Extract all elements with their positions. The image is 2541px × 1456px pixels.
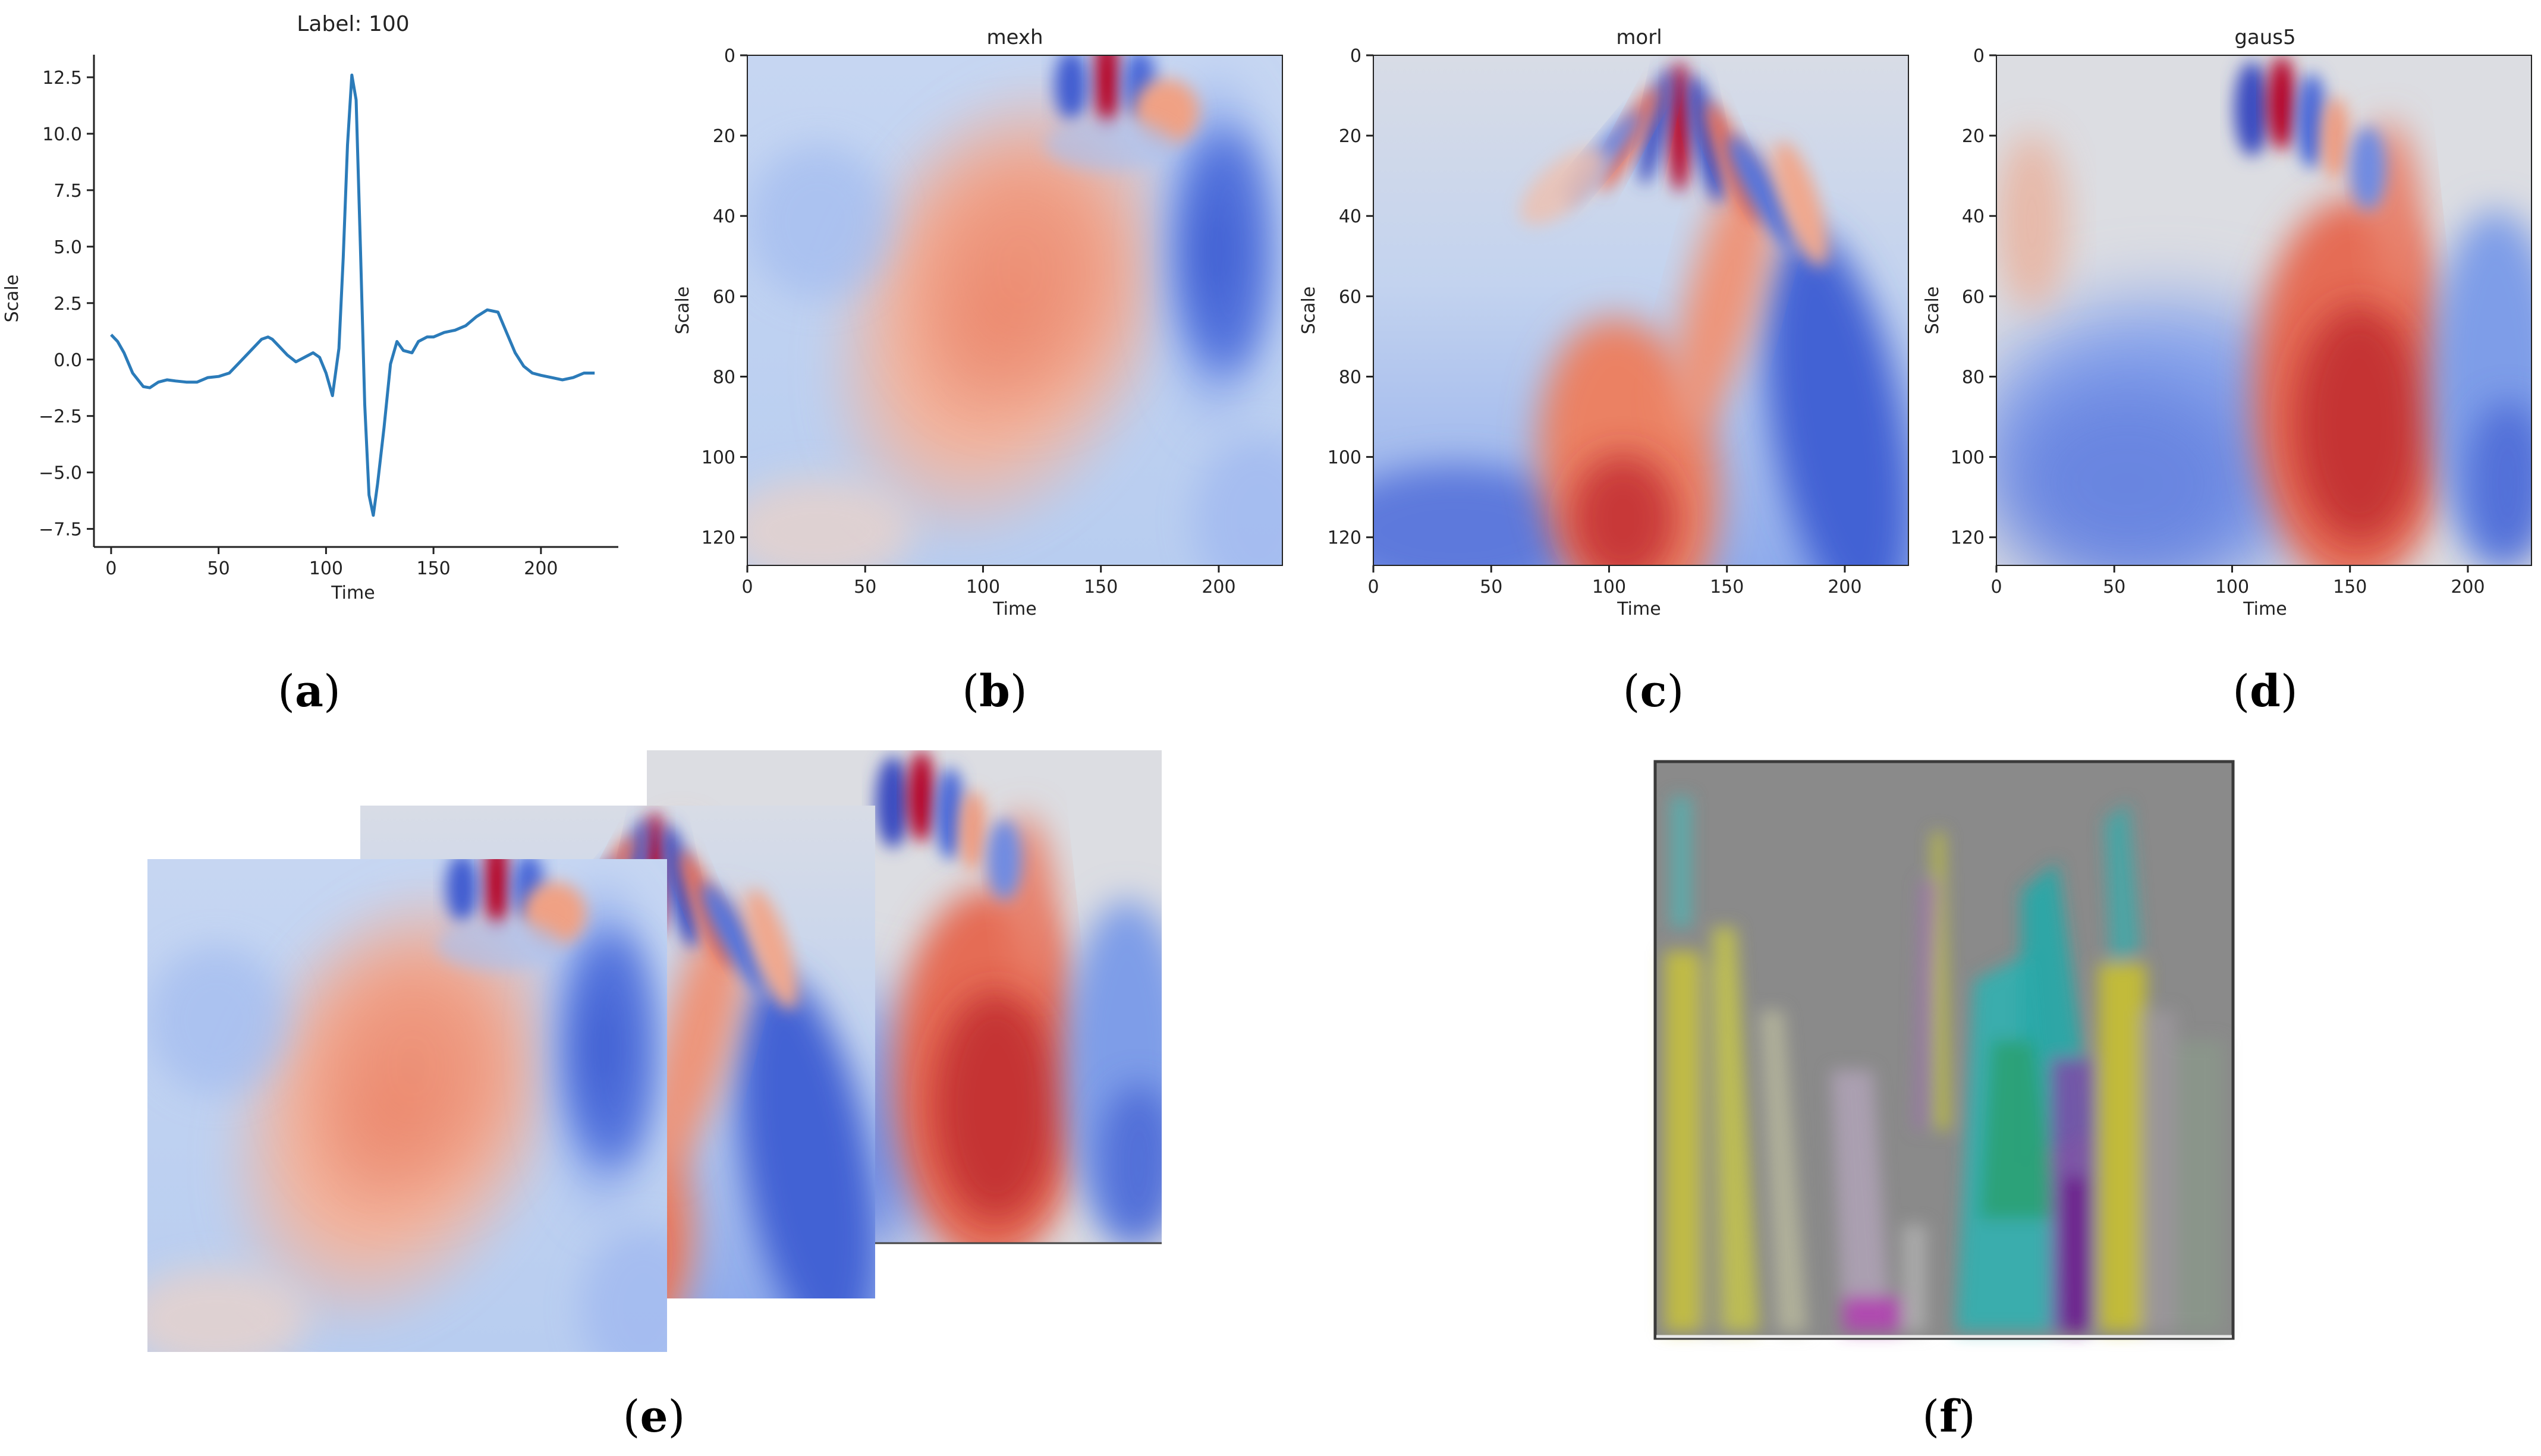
x-tick-label: 50 xyxy=(2103,577,2125,598)
panel-d-heatmap: gaus5 0 50 100 150 200 0 20 40 60 80 100 120 Time S… xyxy=(1922,26,2541,619)
x-tick-label: 100 xyxy=(1592,577,1626,598)
y-tick-label: 40 xyxy=(713,206,735,227)
x-tick-label: 0 xyxy=(1367,577,1379,598)
y-tick-label: 60 xyxy=(1962,287,1985,307)
heatmap-frame xyxy=(1373,55,1909,566)
x-axis-label: Time xyxy=(331,583,375,603)
y-axis-label: Scale xyxy=(672,287,693,335)
heatmap-image xyxy=(1326,55,1936,637)
y-tick-label: 20 xyxy=(713,126,735,147)
y-tick-label: 120 xyxy=(1328,528,1361,549)
y-tick-label: −5.0 xyxy=(39,463,82,484)
x-tick-label: 200 xyxy=(1828,577,1861,598)
y-tick-label: 80 xyxy=(713,367,735,388)
y-tick-label: 100 xyxy=(702,448,735,468)
chart-axes: 0 50 100 150 200 12.5 10.0 7.5 5.0 2.5 0.0 −2.5 −5.0… xyxy=(39,55,618,579)
caption-letter: b xyxy=(979,666,1010,717)
panel-e-stacked-maps xyxy=(124,750,1162,1392)
caption-letter: c xyxy=(1640,666,1667,717)
x-tick-label: 150 xyxy=(1084,577,1118,598)
ecg-line xyxy=(110,73,595,517)
y-tick-label: 100 xyxy=(1951,448,1985,468)
y-tick-label: 12.5 xyxy=(42,68,82,89)
x-tick-label: 150 xyxy=(1710,577,1744,598)
panel-a-line-chart: Label: 100 0 50 100 150 200 12.5 10.0 7.5 5.0 2.5… xyxy=(2,12,618,603)
y-tick-label: 10.0 xyxy=(42,124,82,145)
x-tick-label: 0 xyxy=(741,577,753,598)
x-tick-label: 150 xyxy=(416,558,450,579)
panel-f-rgb-composite xyxy=(1653,760,2235,1340)
y-axis-label: Scale xyxy=(2,275,23,323)
y-axis-label: Scale xyxy=(1298,287,1319,335)
y-tick-label: 80 xyxy=(1962,367,1985,388)
heatmap-title: gaus5 xyxy=(2234,26,2295,49)
y-tick-label: 120 xyxy=(1951,528,1985,549)
x-tick-label: 100 xyxy=(2215,577,2249,598)
y-tick-label: 0.0 xyxy=(54,350,82,371)
caption-letter: f xyxy=(1939,1391,1958,1442)
x-tick-label: 0 xyxy=(1990,577,2002,598)
caption-d: (d) xyxy=(2232,666,2298,717)
y-tick-label: 100 xyxy=(1328,448,1361,468)
x-tick-label: 50 xyxy=(854,577,876,598)
caption-f: (f) xyxy=(1922,1391,1976,1442)
y-tick-label: 0 xyxy=(724,46,735,67)
y-tick-label: 20 xyxy=(1339,126,1361,147)
caption-b: (b) xyxy=(962,666,1027,717)
caption-e: (e) xyxy=(622,1391,685,1442)
heatmap-frame xyxy=(747,55,1283,566)
x-tick-label: 200 xyxy=(1202,577,1235,598)
heatmap-axes: 0 50 100 150 200 0 20 40 60 80 100 120 xyxy=(702,46,1283,598)
chart-title: Label: 100 xyxy=(297,12,409,36)
x-tick-label: 200 xyxy=(524,558,558,579)
x-tick-label: 50 xyxy=(207,558,230,579)
y-tick-label: 0 xyxy=(1973,46,1985,67)
x-axis-label: Time xyxy=(2243,599,2287,619)
x-axis-label: Time xyxy=(992,599,1036,619)
y-tick-label: 0 xyxy=(1350,46,1361,67)
y-axis-label: Scale xyxy=(1922,287,1943,335)
y-tick-label: 40 xyxy=(1962,206,1985,227)
x-tick-label: 0 xyxy=(105,558,117,579)
y-tick-label: 60 xyxy=(713,287,735,307)
heatmap-axes: 0 50 100 150 200 0 20 40 60 80 100 120 xyxy=(1328,46,1909,598)
panel-b-heatmap: mexh 0 50 100 150 200 0 20 40 60 80 100 120 Time Sc… xyxy=(672,15,1324,619)
caption-letter: d xyxy=(2250,666,2281,717)
y-tick-label: −2.5 xyxy=(39,407,82,427)
x-tick-label: 100 xyxy=(966,577,1000,598)
y-tick-label: 7.5 xyxy=(54,181,82,202)
y-tick-label: 40 xyxy=(1339,206,1361,227)
y-tick-label: 60 xyxy=(1339,287,1361,307)
caption-a: (a) xyxy=(278,666,341,717)
x-axis-label: Time xyxy=(1617,599,1661,619)
x-tick-label: 150 xyxy=(2333,577,2367,598)
y-tick-label: 2.5 xyxy=(54,294,82,315)
heatmap-axes: 0 50 100 150 200 0 20 40 60 80 100 120 xyxy=(1951,46,2532,598)
y-tick-label: −7.5 xyxy=(39,520,82,540)
x-tick-label: 100 xyxy=(309,558,343,579)
x-tick-label: 50 xyxy=(1480,577,1502,598)
x-tick-label: 200 xyxy=(2451,577,2485,598)
series-line xyxy=(110,73,595,517)
caption-letter: a xyxy=(295,666,323,717)
caption-c: (c) xyxy=(1622,666,1684,717)
y-tick-label: 80 xyxy=(1339,367,1361,388)
heatmap-title: morl xyxy=(1616,26,1662,49)
heatmap-image xyxy=(1979,55,2541,590)
panel-c-heatmap: morl 0 50 100 150 200 0 20 40 60 80 100 120 Time Sc… xyxy=(1298,26,1936,637)
stacked-map-mexh xyxy=(124,820,707,1392)
heatmap-title: mexh xyxy=(986,26,1043,49)
y-tick-label: 20 xyxy=(1962,126,1985,147)
y-tick-label: 5.0 xyxy=(54,237,82,258)
heatmap-frame xyxy=(1996,55,2532,566)
y-tick-label: 120 xyxy=(702,528,735,549)
caption-letter: e xyxy=(640,1391,668,1442)
heatmap-image xyxy=(724,15,1324,607)
